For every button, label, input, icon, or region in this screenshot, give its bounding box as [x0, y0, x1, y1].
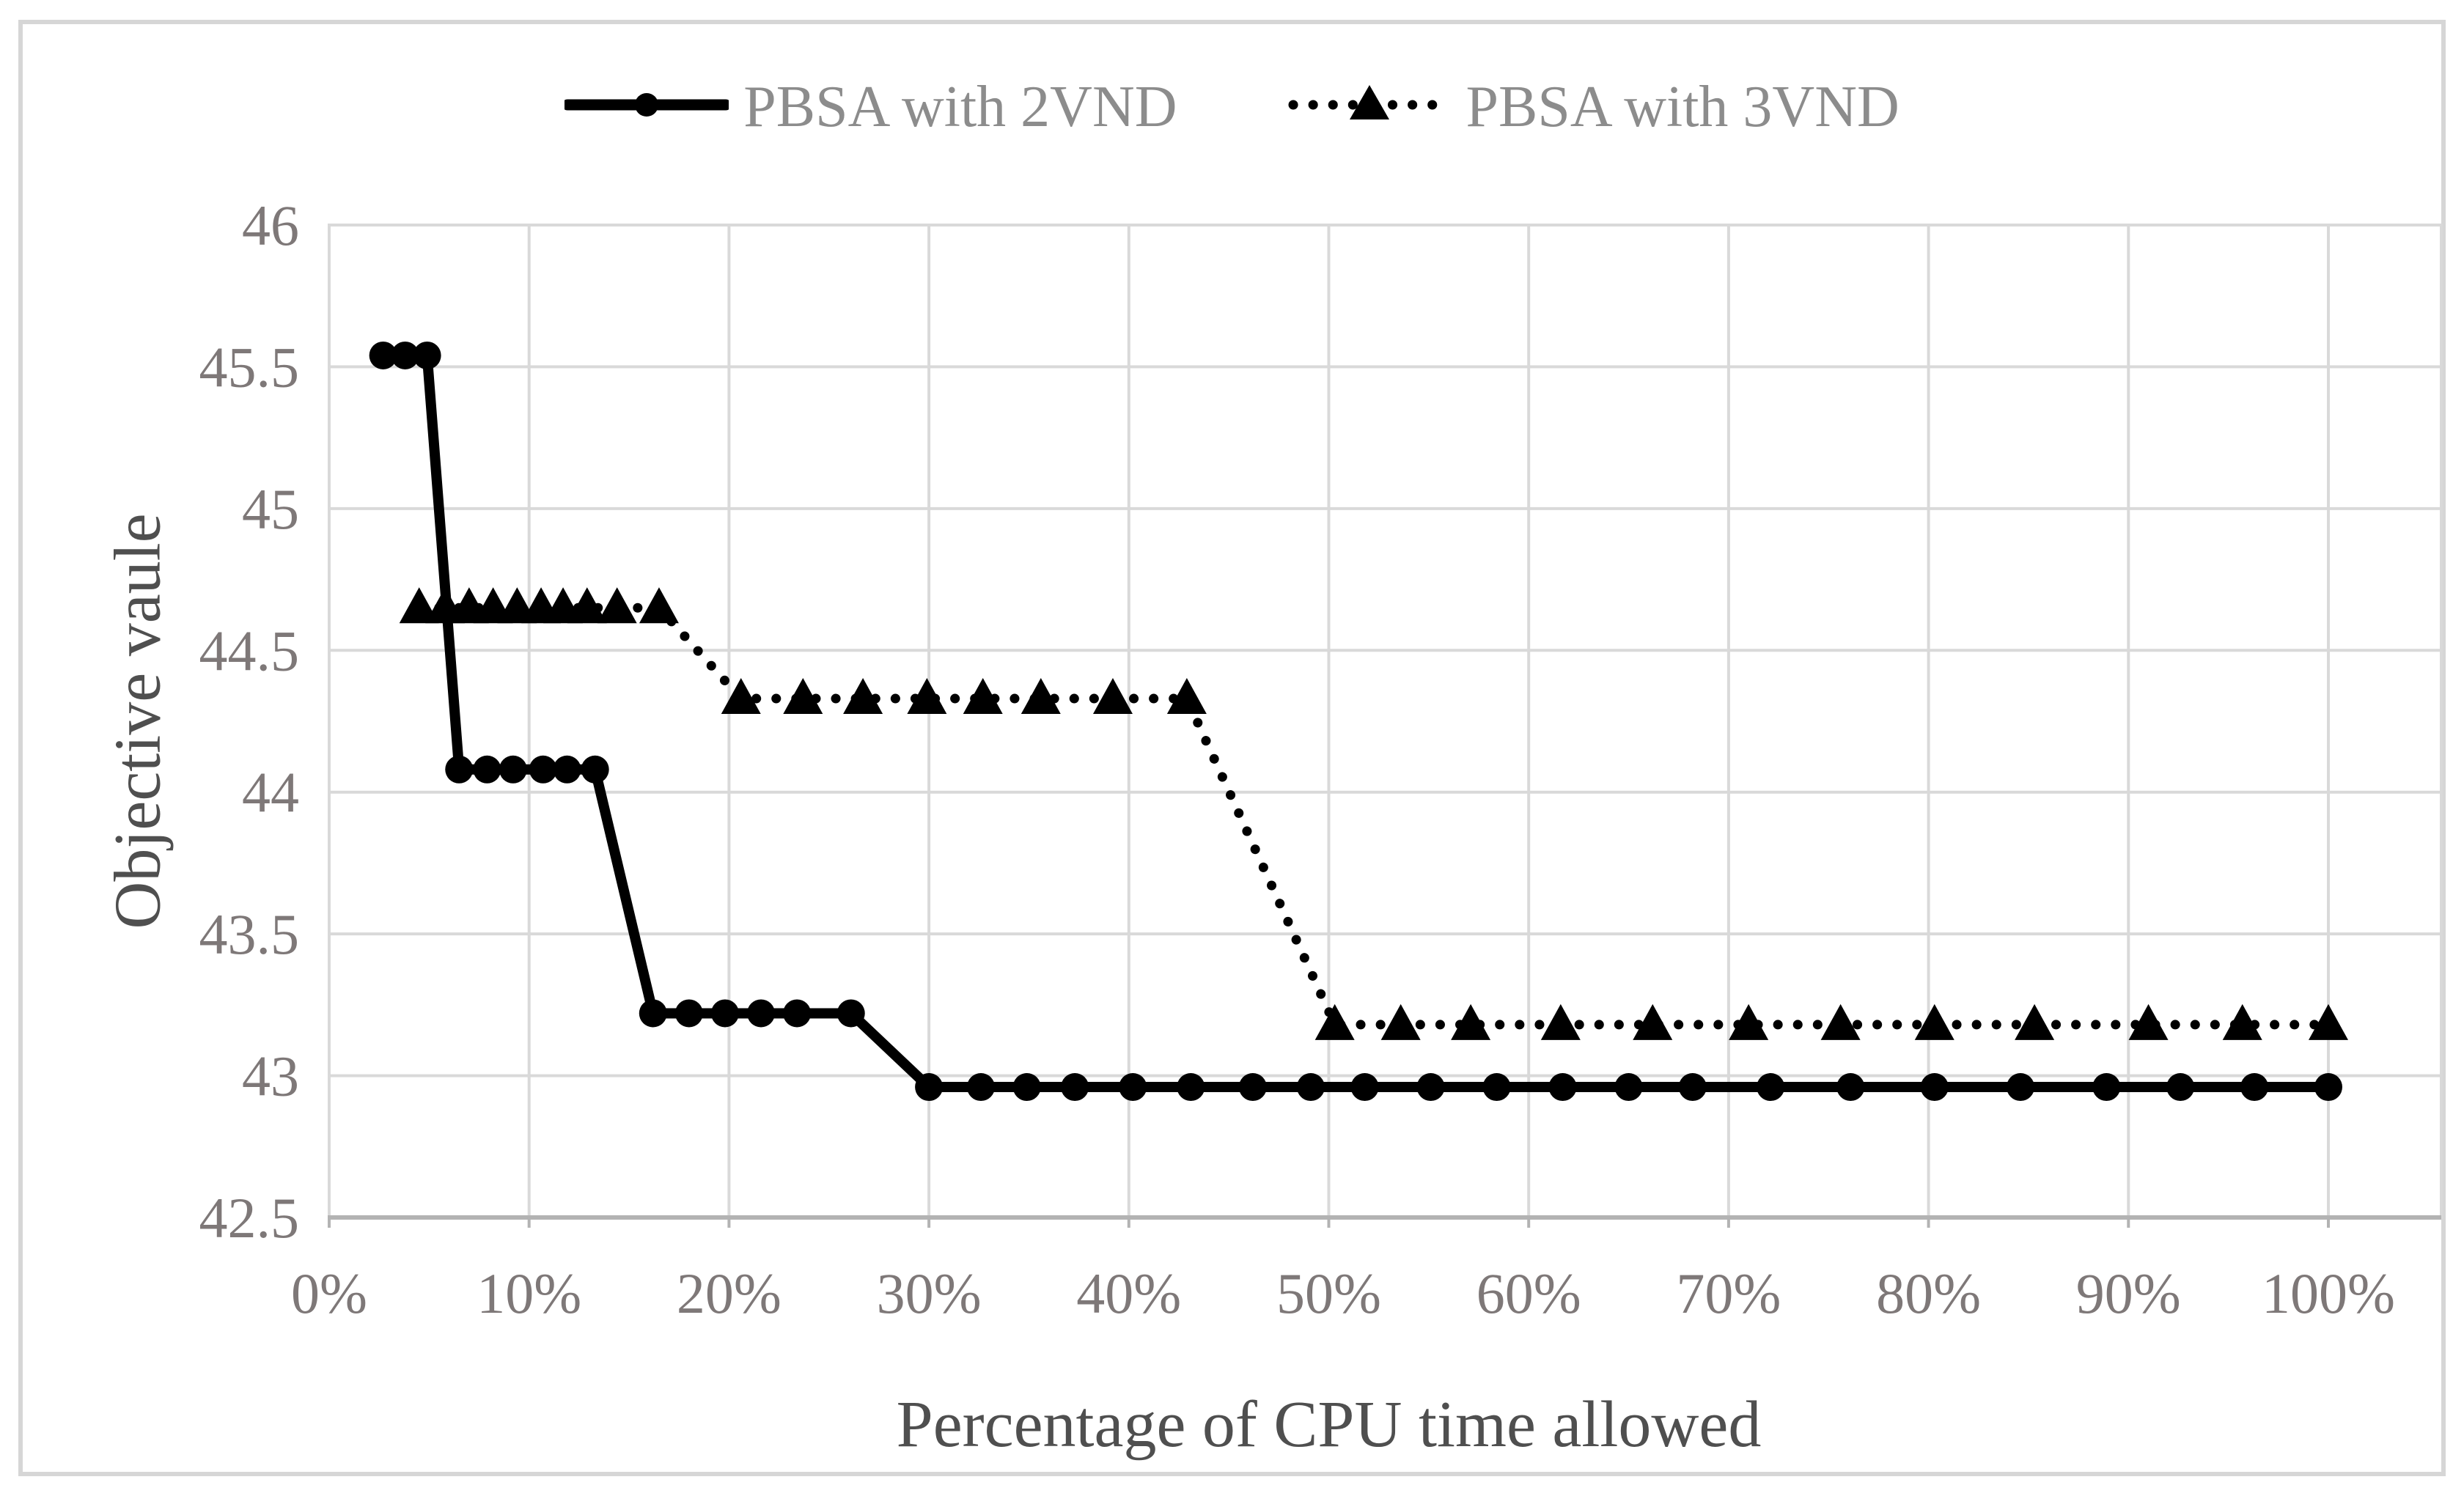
data-point-circle — [1350, 1073, 1379, 1102]
legend: PBSA with 2VND PBSA with 3VND — [0, 73, 2464, 136]
y-axis-title: Objective vaule — [101, 513, 174, 929]
data-point-circle — [747, 999, 776, 1028]
data-point-triangle — [1820, 1003, 1861, 1040]
data-point-triangle — [783, 678, 823, 715]
data-point-triangle — [2128, 1003, 2169, 1040]
x-tick-label: 60% — [1476, 1261, 1581, 1325]
data-point-circle — [581, 755, 609, 784]
data-point-circle — [1177, 1073, 1205, 1102]
data-point-triangle — [1633, 1003, 1673, 1040]
data-point-circle — [1836, 1073, 1865, 1102]
data-point-triangle — [1914, 1003, 1954, 1040]
x-tick-label: 70% — [1676, 1261, 1781, 1325]
data-point-circle — [783, 999, 812, 1028]
data-point-circle — [2240, 1073, 2269, 1102]
data-point-triangle — [597, 587, 637, 624]
data-point-triangle — [1451, 1003, 1491, 1040]
data-point-triangle — [907, 678, 947, 715]
data-point-circle — [1119, 1073, 1147, 1102]
legend-item-2vnd: PBSA with 2VND — [564, 73, 1177, 136]
data-point-circle — [2166, 1073, 2195, 1102]
data-point-triangle — [1729, 1003, 1769, 1040]
data-point-triangle — [963, 678, 1003, 715]
data-point-triangle — [843, 678, 883, 715]
series-line-3vnd — [414, 603, 2334, 1030]
data-point-triangle — [1166, 678, 1207, 715]
data-point-triangle — [567, 587, 607, 624]
y-tick-label: 45.5 — [199, 335, 300, 399]
data-point-triangle — [1092, 678, 1133, 715]
series-line-2vnd — [383, 350, 2328, 1093]
data-point-circle — [553, 755, 581, 784]
figure-border — [18, 20, 2446, 1476]
data-point-circle — [967, 1073, 996, 1102]
data-point-circle — [1238, 1073, 1267, 1102]
x-tick-label: 30% — [877, 1261, 982, 1325]
y-tick-label: 44.5 — [199, 619, 300, 682]
data-point-circle — [639, 999, 667, 1028]
data-point-circle — [674, 999, 703, 1028]
legend-item-3vnd: PBSA with 3VND — [1287, 73, 1900, 136]
x-tick-label: 80% — [1876, 1261, 1981, 1325]
y-tick-label: 44 — [242, 761, 299, 825]
data-point-circle — [1757, 1073, 1785, 1102]
data-point-triangle — [2222, 1003, 2262, 1040]
data-point-triangle — [2015, 1003, 2055, 1040]
data-point-circle — [1548, 1073, 1577, 1102]
triangle-dotted-line-icon — [1288, 85, 1452, 119]
data-point-circle — [2007, 1073, 2035, 1102]
y-tick-label: 42.5 — [199, 1186, 300, 1250]
legend-label-3vnd: PBSA with 3VND — [1465, 75, 1900, 139]
x-tick-label: 90% — [2076, 1261, 2181, 1325]
data-point-circle — [1920, 1073, 1949, 1102]
data-point-circle — [1416, 1073, 1445, 1102]
data-point-circle — [2314, 1073, 2342, 1102]
data-point-circle — [391, 341, 419, 369]
data-point-triangle — [1314, 1003, 1355, 1040]
data-point-circle — [445, 755, 474, 784]
data-point-circle — [1482, 1073, 1511, 1102]
data-point-triangle — [639, 587, 679, 624]
x-tick-label: 100% — [2262, 1261, 2395, 1325]
data-point-circle — [369, 341, 397, 369]
data-point-circle — [473, 755, 501, 784]
data-point-circle — [413, 341, 441, 369]
data-point-circle — [1012, 1073, 1041, 1102]
data-point-triangle — [721, 678, 761, 715]
data-point-triangle — [1380, 1003, 1421, 1040]
data-point-circle — [1061, 1073, 1089, 1102]
y-tick-label: 46 — [242, 194, 299, 257]
data-point-circle — [529, 755, 557, 784]
data-point-circle — [1296, 1073, 1325, 1102]
legend-label-2vnd: PBSA with 2VND — [743, 75, 1177, 139]
data-point-circle — [499, 755, 527, 784]
data-point-triangle — [1020, 678, 1061, 715]
y-tick-label: 45 — [242, 477, 299, 541]
circle-solid-line-icon — [564, 93, 729, 117]
x-tick-label: 50% — [1276, 1261, 1381, 1325]
data-point-circle — [1678, 1073, 1707, 1102]
data-point-triangle — [1540, 1003, 1581, 1040]
y-tick-label: 43 — [242, 1044, 299, 1108]
data-point-circle — [836, 999, 865, 1028]
data-point-circle — [1614, 1073, 1643, 1102]
data-point-circle — [2092, 1073, 2121, 1102]
x-tick-label: 10% — [477, 1261, 581, 1325]
data-point-triangle — [399, 587, 439, 624]
data-point-circle — [710, 999, 739, 1028]
y-tick-label: 43.5 — [199, 902, 300, 966]
x-tick-label: 20% — [677, 1261, 782, 1325]
plot-border — [328, 224, 2443, 1219]
x-tick-label: 40% — [1076, 1261, 1181, 1325]
x-axis-title: Percentage of CPU time allowed — [896, 1388, 1762, 1461]
data-point-circle — [915, 1073, 944, 1102]
x-tick-label: 0% — [291, 1261, 367, 1325]
data-point-triangle — [2309, 1003, 2348, 1040]
